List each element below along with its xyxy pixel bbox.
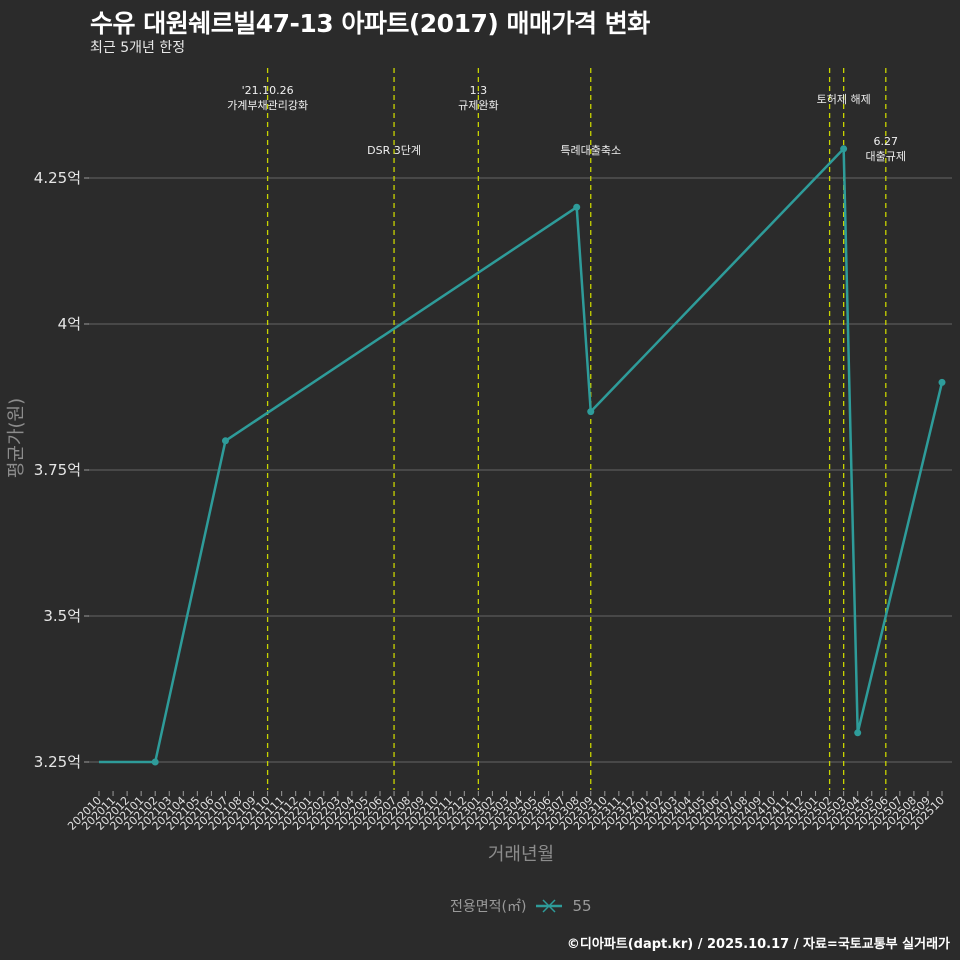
y-tick-label: 4억: [58, 315, 81, 333]
y-axis-title: 평균가(원): [6, 398, 27, 478]
event-annotation: DSR 3단계: [367, 144, 421, 157]
event-annotation: 규제완화: [458, 99, 498, 112]
legend: 전용면적(㎡) 55: [450, 896, 592, 916]
y-tick-label: 3.25억: [34, 753, 81, 771]
series-line: [99, 147, 944, 764]
legend-item-label: 55: [572, 897, 592, 915]
data-point: [938, 378, 946, 386]
event-annotation: 1.3: [470, 84, 488, 97]
data-point: [221, 437, 229, 445]
event-annotation: 6.27: [874, 135, 899, 148]
data-point: [854, 729, 862, 737]
y-tick-label: 4.25억: [34, 169, 81, 187]
data-point: [840, 145, 848, 153]
event-annotation: 토허제 해제: [817, 92, 871, 106]
y-tick-label: 3.75억: [34, 461, 81, 479]
data-point: [587, 408, 595, 416]
chart-title: 수유 대원쉐르빌47-13 아파트(2017) 매매가격 변화: [90, 9, 650, 38]
event-annotation: '21.10.26: [242, 84, 294, 97]
data-series: [99, 145, 946, 766]
gridlines: [88, 177, 952, 763]
source-credit: ©디아파트(dapt.kr) / 2025.10.17 / 자료=국토교통부 실…: [566, 937, 950, 952]
y-axis-ticks: 3.25억 3.5억 3.75억 4억 4.25억: [34, 169, 89, 771]
chart-subtitle: 최근 5개년 한정: [90, 40, 186, 56]
x-axis-title: 거래년월: [488, 844, 554, 865]
legend-line-icon: [536, 899, 563, 913]
event-annotation: 대출규제: [866, 150, 906, 163]
data-point: [151, 758, 159, 766]
data-point: [573, 203, 581, 211]
event-annotation: 특례대출축소: [560, 144, 621, 157]
x-axis-ticks: 2020102020112020122021012021022021032021…: [65, 791, 947, 833]
event-annotation: 가계부채관리강화: [227, 99, 308, 112]
y-tick-label: 3.5억: [43, 607, 81, 625]
legend-title: 전용면적(㎡): [450, 899, 527, 915]
